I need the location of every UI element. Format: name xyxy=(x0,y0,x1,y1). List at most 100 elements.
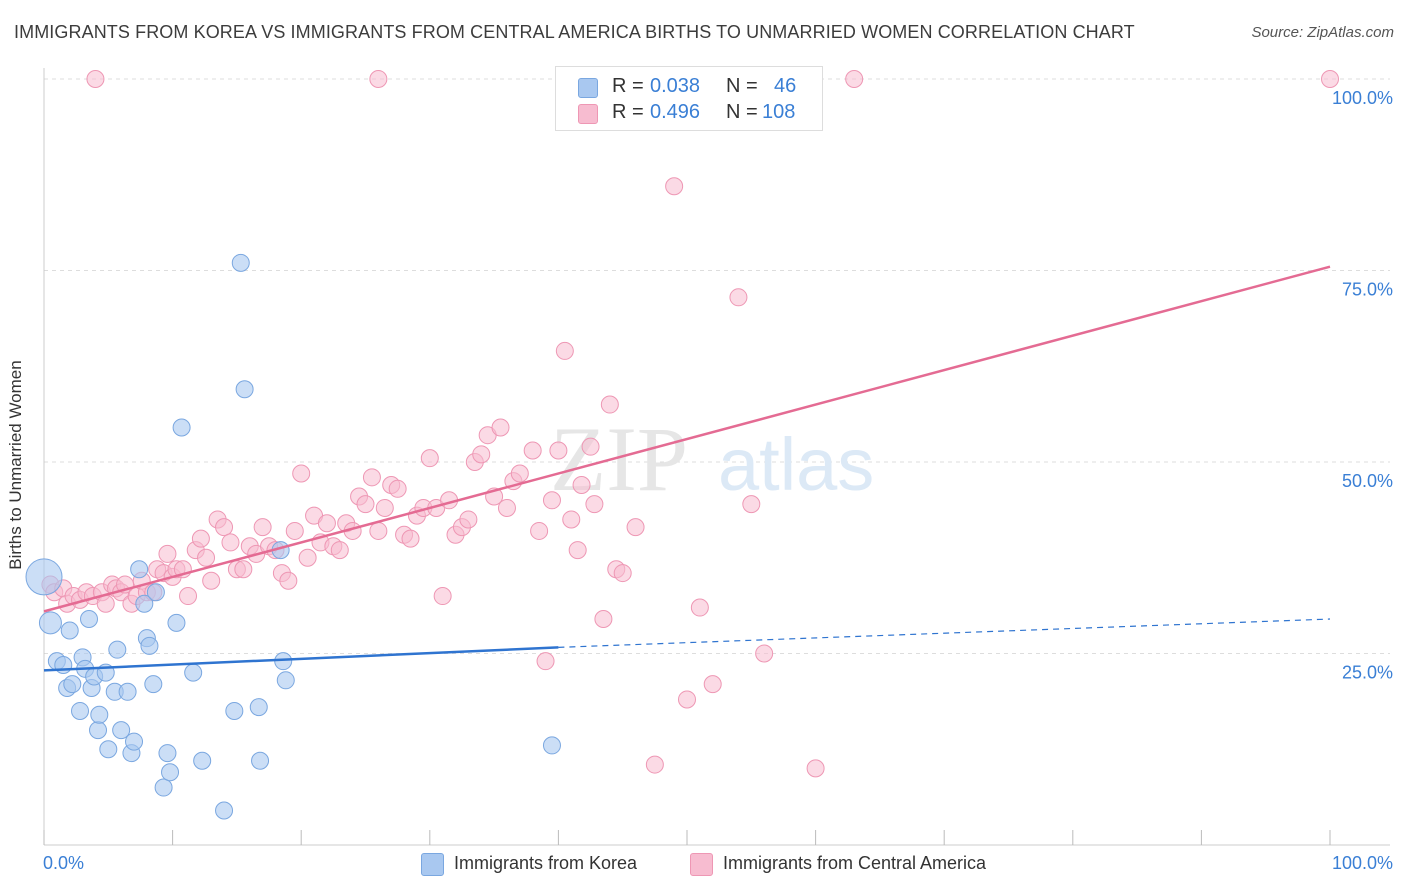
legend-ca-label: Immigrants from Central America xyxy=(723,853,987,873)
ca-point xyxy=(179,587,198,606)
ca-point xyxy=(536,652,555,671)
ca-swatch xyxy=(578,104,598,124)
korea-point xyxy=(193,751,212,770)
korea-point xyxy=(249,698,268,717)
ca-point xyxy=(472,445,491,464)
ca-point xyxy=(555,341,574,360)
y-tick-label: 25.0% xyxy=(1342,663,1393,683)
ca-point xyxy=(158,544,177,563)
ca-point xyxy=(96,594,115,613)
series-korea xyxy=(25,253,561,820)
ca-point xyxy=(459,510,478,529)
stats-legend: R = 0.038 N = 46 R = 0.496 N = 108 xyxy=(555,66,823,131)
korea-point xyxy=(89,721,108,740)
korea-trend-extension xyxy=(558,618,1331,648)
ca-point xyxy=(1321,70,1339,88)
korea-n-value: 46 xyxy=(774,75,797,97)
korea-point xyxy=(184,663,203,682)
ca-point xyxy=(369,70,388,88)
legend-ca-swatch xyxy=(690,853,713,876)
ca-point xyxy=(197,548,216,567)
ca-point xyxy=(497,498,516,517)
korea-point xyxy=(63,675,82,694)
ca-point xyxy=(542,491,561,510)
korea-point xyxy=(215,801,234,820)
ca-point xyxy=(523,441,542,460)
ca-point xyxy=(491,418,510,437)
ca-n-label: N = xyxy=(726,101,758,123)
korea-point xyxy=(130,560,149,579)
ca-r-label: R = xyxy=(612,101,644,123)
ca-point xyxy=(729,288,748,307)
y-tick-label: 75.0% xyxy=(1342,280,1393,300)
korea-point xyxy=(90,705,109,724)
ca-point xyxy=(388,479,407,498)
korea-point xyxy=(231,253,250,272)
ca-point xyxy=(845,70,864,88)
ca-point xyxy=(562,510,581,529)
korea-point xyxy=(161,763,180,782)
korea-point xyxy=(140,636,159,655)
ca-point xyxy=(369,521,388,540)
ca-n-value: 108 xyxy=(762,101,796,123)
ca-point xyxy=(253,518,272,537)
chart-source: Source: ZipAtlas.com xyxy=(1251,24,1394,41)
korea-point xyxy=(60,621,79,640)
korea-point xyxy=(167,613,186,632)
ca-point xyxy=(585,495,604,514)
ca-point xyxy=(594,610,613,629)
watermark-atlas: atlas xyxy=(718,423,874,506)
ca-point xyxy=(420,449,439,468)
korea-point xyxy=(144,675,163,694)
korea-point xyxy=(542,736,561,755)
ca-point xyxy=(375,498,394,517)
ca-point xyxy=(742,495,761,514)
ca-point xyxy=(510,464,529,483)
legend-korea-swatch xyxy=(421,853,444,876)
korea-point xyxy=(71,701,90,720)
ca-point xyxy=(665,177,684,196)
korea-point xyxy=(158,744,177,763)
watermark-zip: ZIP xyxy=(550,408,688,510)
ca-point xyxy=(530,521,549,540)
axes xyxy=(43,68,1390,846)
ca-point xyxy=(86,70,105,88)
korea-point xyxy=(146,583,165,602)
korea-point xyxy=(80,610,99,629)
korea-point xyxy=(276,671,295,690)
ca-point xyxy=(215,518,234,537)
ca-point xyxy=(626,518,645,537)
korea-point xyxy=(135,594,154,613)
ca-point xyxy=(356,495,375,514)
grid-lines xyxy=(44,78,1390,654)
y-tick-label: 100.0% xyxy=(1332,88,1393,108)
korea-point xyxy=(172,418,191,437)
korea-r-label: R = xyxy=(612,75,644,97)
korea-point xyxy=(99,740,118,759)
ca-point xyxy=(292,464,311,483)
ca-point xyxy=(362,468,381,487)
ca-point xyxy=(221,533,240,552)
ca-point xyxy=(317,514,336,533)
ca-point xyxy=(549,441,568,460)
ca-point xyxy=(755,644,774,663)
ca-point xyxy=(806,759,825,778)
ca-point xyxy=(433,587,452,606)
korea-point xyxy=(154,778,173,797)
korea-point xyxy=(251,751,270,770)
korea-point xyxy=(125,732,144,751)
ca-point xyxy=(645,755,664,774)
tick-labels: 25.0% 50.0% 75.0% 100.0% 0.0% 100.0% xyxy=(43,88,1393,873)
korea-point xyxy=(225,701,244,720)
trend-lines xyxy=(43,265,1331,672)
legend-korea-label: Immigrants from Korea xyxy=(454,853,638,873)
ca-point xyxy=(401,529,420,548)
ca-point xyxy=(600,395,619,414)
ca-point xyxy=(285,521,304,540)
korea-swatch xyxy=(578,78,598,98)
korea-point xyxy=(38,611,62,635)
korea-r-value: 0.038 xyxy=(650,75,701,97)
korea-trend-line xyxy=(43,646,559,672)
ca-point xyxy=(568,541,587,560)
